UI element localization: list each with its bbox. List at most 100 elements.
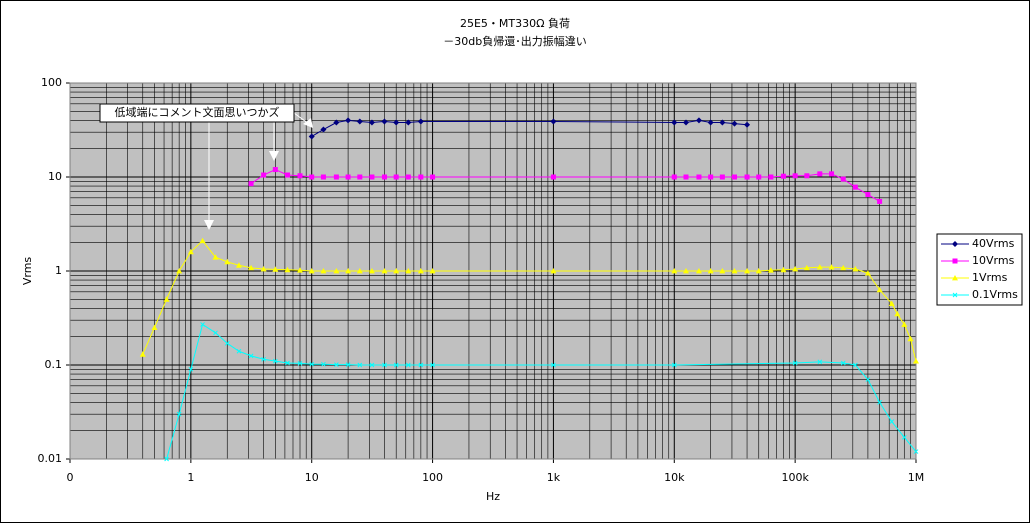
marker bbox=[804, 173, 810, 179]
marker bbox=[913, 449, 919, 454]
marker bbox=[345, 117, 352, 124]
marker bbox=[840, 264, 847, 271]
marker bbox=[272, 358, 278, 364]
marker bbox=[357, 174, 363, 180]
marker bbox=[695, 117, 702, 124]
marker bbox=[952, 275, 958, 281]
x-tick-label: 1M bbox=[908, 471, 925, 484]
marker bbox=[429, 268, 436, 274]
marker bbox=[345, 362, 351, 367]
marker bbox=[308, 133, 315, 140]
marker bbox=[719, 268, 726, 274]
marker bbox=[284, 266, 291, 273]
marker bbox=[952, 258, 958, 264]
marker bbox=[309, 361, 315, 367]
legend-label: 10Vrms bbox=[972, 254, 1015, 267]
marker bbox=[952, 241, 958, 247]
marker bbox=[393, 362, 399, 368]
marker bbox=[828, 264, 835, 270]
x-tick-label: 0 bbox=[67, 471, 74, 484]
marker bbox=[816, 264, 823, 270]
marker bbox=[334, 362, 339, 367]
marker bbox=[792, 173, 798, 179]
legend-label: 1Vrms bbox=[972, 271, 1008, 284]
marker bbox=[176, 411, 182, 417]
marker bbox=[417, 118, 424, 125]
marker bbox=[683, 174, 689, 180]
marker bbox=[755, 268, 762, 274]
x-tick-label: 100k bbox=[781, 471, 809, 484]
marker bbox=[308, 268, 315, 274]
marker bbox=[744, 174, 750, 180]
marker bbox=[550, 118, 557, 125]
marker bbox=[188, 366, 194, 372]
marker bbox=[671, 268, 678, 274]
marker bbox=[417, 268, 424, 274]
x-tick-label: 1 bbox=[187, 471, 194, 484]
marker bbox=[236, 348, 242, 354]
marker bbox=[405, 362, 411, 368]
marker bbox=[212, 254, 219, 260]
marker bbox=[840, 360, 846, 366]
marker bbox=[393, 174, 399, 180]
marker bbox=[357, 362, 363, 368]
marker bbox=[248, 353, 254, 359]
marker bbox=[224, 340, 230, 346]
marker bbox=[261, 356, 266, 362]
marker bbox=[894, 310, 901, 317]
marker bbox=[907, 335, 914, 342]
marker bbox=[321, 361, 326, 367]
marker bbox=[792, 360, 798, 366]
legend: 40Vrms 10Vrms 1Vrms 0.1Vrms bbox=[936, 233, 1023, 306]
marker bbox=[550, 174, 556, 180]
marker bbox=[780, 266, 787, 273]
marker bbox=[381, 118, 388, 125]
marker bbox=[888, 300, 895, 306]
marker bbox=[261, 172, 267, 178]
marker bbox=[671, 119, 678, 126]
marker bbox=[696, 174, 702, 180]
x-tick-label: 10 bbox=[305, 471, 319, 484]
marker bbox=[889, 419, 895, 424]
annotation-box bbox=[99, 103, 295, 123]
marker bbox=[731, 120, 738, 127]
marker bbox=[550, 268, 557, 274]
marker bbox=[199, 237, 206, 244]
marker bbox=[405, 268, 412, 274]
marker bbox=[952, 292, 958, 298]
marker bbox=[418, 362, 424, 368]
marker bbox=[877, 198, 883, 204]
annotation-text: 低域端にコメント文面思いつかズ bbox=[115, 105, 280, 119]
x-tick-label: 100 bbox=[422, 471, 443, 484]
marker bbox=[418, 174, 424, 180]
marker bbox=[901, 321, 908, 327]
y-tick-label: 10 bbox=[48, 170, 62, 183]
marker bbox=[817, 171, 823, 177]
annotation-arrowhead bbox=[204, 220, 214, 230]
marker bbox=[369, 174, 375, 180]
y-tick-label: 1 bbox=[55, 264, 62, 277]
marker bbox=[695, 268, 702, 274]
series-line bbox=[166, 323, 917, 460]
marker bbox=[852, 184, 858, 190]
marker bbox=[393, 268, 400, 274]
marker bbox=[320, 268, 327, 274]
marker bbox=[767, 267, 774, 273]
marker bbox=[333, 174, 339, 180]
marker bbox=[248, 181, 254, 187]
marker bbox=[719, 119, 726, 126]
marker bbox=[756, 174, 762, 180]
x-tick-label: 10k bbox=[664, 471, 685, 484]
marker bbox=[829, 171, 835, 177]
x-tick-label: 1k bbox=[547, 471, 561, 484]
x-axis-label: Hz bbox=[486, 490, 500, 503]
y-tick-label: 0.1 bbox=[45, 358, 63, 371]
marker bbox=[163, 296, 170, 302]
marker bbox=[901, 434, 907, 440]
marker bbox=[272, 167, 278, 173]
y-tick-label: 100 bbox=[41, 76, 62, 89]
marker bbox=[381, 174, 387, 180]
y-tick-label: 0.01 bbox=[38, 452, 63, 465]
marker bbox=[297, 173, 303, 179]
marker bbox=[151, 324, 158, 330]
